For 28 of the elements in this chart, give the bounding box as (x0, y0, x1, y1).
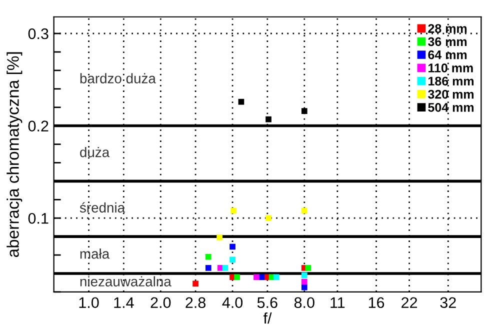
x-tick-label: 5.6 (257, 297, 278, 308)
x-tick-label: 1.4 (114, 297, 134, 308)
legend-label: 36 mm (428, 37, 467, 46)
x-axis-title: f/ (263, 312, 272, 324)
legend-label: 504 mm (428, 103, 474, 112)
annotation: bardzo duża (80, 73, 156, 84)
y-tick-label: 0.2 (28, 120, 48, 132)
x-tick-label: 32 (440, 297, 456, 308)
y-tick-label: 0.1 (28, 212, 48, 224)
x-tick-label: 1.0 (79, 297, 99, 308)
x-tick-label: 2.8 (186, 297, 206, 308)
annotation: średnia (80, 202, 126, 213)
x-tick-label: 22 (402, 297, 418, 308)
x-tick-label: 8.0 (294, 297, 314, 308)
y-axis-title: aberracja chromatyczna [%] (6, 52, 22, 257)
annotation: niezauważalna (80, 276, 172, 286)
annotation: duża (80, 147, 110, 158)
x-tick-label: 4.0 (222, 297, 243, 308)
y-tick-label: 0.3 (28, 28, 48, 40)
legend-label: 28 mm (428, 24, 467, 33)
x-tick-label: 2.0 (150, 297, 171, 308)
x-tick-label: 16 (368, 297, 384, 308)
x-tick-label: 11 (330, 297, 345, 308)
legend-label: 110 mm (428, 64, 473, 72)
legend-label: 320 mm (428, 90, 474, 99)
legend-label: 64 mm (428, 50, 467, 60)
legend-label: 186 mm (428, 76, 474, 86)
annotation: mała (80, 248, 110, 259)
